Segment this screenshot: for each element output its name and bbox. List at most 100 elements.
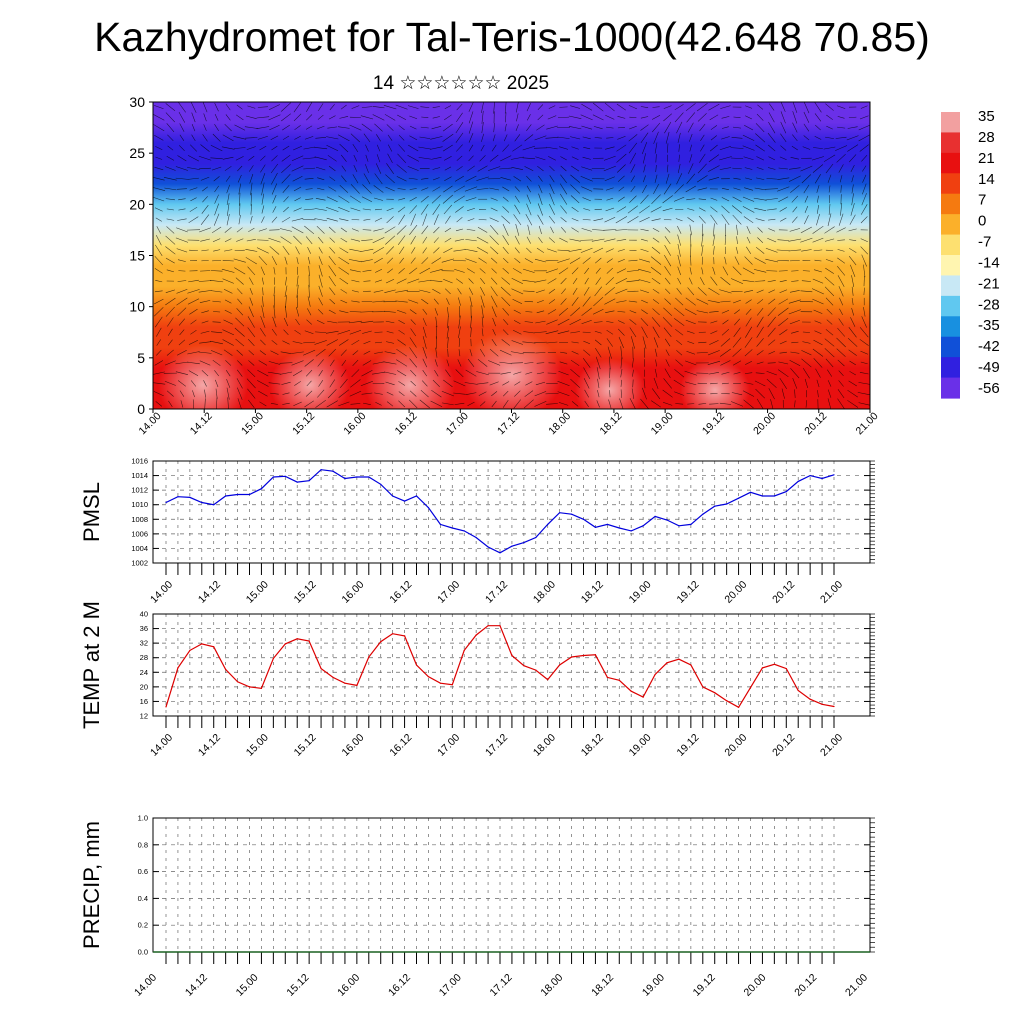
data-point <box>833 474 835 476</box>
wind-vector <box>154 268 163 274</box>
wind-vector <box>606 329 614 335</box>
wind-vector <box>583 378 590 389</box>
wind-vector <box>270 350 279 355</box>
wind-vector <box>571 165 580 172</box>
wind-vector <box>248 227 255 233</box>
wind-vector <box>233 136 247 140</box>
wind-vector <box>187 298 200 305</box>
wind-vector <box>200 144 210 152</box>
wind-vector <box>236 238 244 242</box>
wind-vector <box>260 339 266 346</box>
wind-vector <box>756 289 764 293</box>
wind-vector <box>712 234 716 246</box>
wind-vector <box>778 317 789 327</box>
wind-vector <box>420 204 429 215</box>
wind-vector <box>156 339 162 346</box>
wind-vector <box>398 400 406 408</box>
wind-vector <box>375 163 382 174</box>
wind-vector <box>456 112 463 123</box>
wind-vector <box>755 388 765 399</box>
x-tick-label: 16.00 <box>341 410 368 437</box>
legend-label: 14 <box>978 171 995 188</box>
wind-vector <box>696 175 708 183</box>
wind-vector <box>465 197 477 202</box>
wind-vector <box>236 288 243 295</box>
wind-vector <box>698 215 706 224</box>
wind-vector <box>799 301 813 303</box>
wind-vector <box>384 351 396 355</box>
wind-vector <box>615 216 628 224</box>
wind-vector <box>303 349 316 356</box>
legend-swatch <box>941 275 960 297</box>
wind-vector <box>500 371 511 375</box>
wind-vector <box>824 226 835 234</box>
wind-vector <box>642 153 646 164</box>
wind-vector <box>778 298 789 305</box>
wind-vector <box>780 102 786 112</box>
wind-vector <box>606 258 613 263</box>
wind-vector <box>192 390 195 398</box>
wind-vector <box>318 309 324 315</box>
wind-vector <box>292 370 303 377</box>
data-point <box>380 641 382 643</box>
wind-vector <box>294 381 301 386</box>
wind-vector <box>305 125 313 130</box>
wind-vector <box>340 349 347 356</box>
wind-vector <box>746 225 751 234</box>
wind-vector <box>514 186 520 192</box>
x-tick-label: 18.12 <box>597 410 624 437</box>
wind-vector <box>801 358 812 368</box>
wind-vector <box>165 289 175 293</box>
wind-vector <box>863 307 866 317</box>
wind-vector <box>225 175 231 182</box>
wind-vector <box>503 134 508 142</box>
wind-vector <box>481 110 484 124</box>
wind-vector <box>339 339 349 346</box>
wind-vector <box>731 392 743 396</box>
wind-vector <box>557 258 570 263</box>
data-point <box>356 476 358 478</box>
data-point <box>749 687 752 689</box>
wind-vector <box>863 264 866 278</box>
wind-vector <box>153 382 166 385</box>
wind-vector <box>642 184 647 194</box>
wind-vector <box>178 111 186 123</box>
wind-vector <box>780 111 786 124</box>
wind-vector <box>476 236 489 244</box>
wind-vector <box>581 125 593 130</box>
wind-vector <box>538 175 543 182</box>
wind-vector <box>362 208 372 211</box>
wind-vector <box>755 372 765 374</box>
data-point <box>821 477 823 480</box>
wind-vector <box>632 358 634 368</box>
wind-vector <box>318 247 323 254</box>
warm-spots <box>158 330 750 409</box>
wind-vector <box>677 266 681 276</box>
x-tick-label: 18.00 <box>546 410 573 437</box>
wind-vector <box>652 326 660 338</box>
wind-vector <box>663 113 672 122</box>
wind-vector <box>179 123 185 132</box>
wind-vector <box>685 297 696 306</box>
wind-vector <box>409 125 417 130</box>
wind-vector <box>410 319 416 325</box>
wind-vector <box>213 311 221 313</box>
wind-vector <box>260 164 266 173</box>
wind-vector <box>202 134 208 142</box>
wind-vector <box>165 103 176 112</box>
wind-vector <box>256 126 270 129</box>
wind-vector <box>615 229 628 231</box>
wind-vector <box>215 379 219 388</box>
wind-vector <box>709 403 719 405</box>
wind-vector <box>536 124 545 131</box>
wind-vector <box>745 115 753 120</box>
wind-vector <box>337 126 350 129</box>
legend-label: 0 <box>978 213 986 230</box>
wind-vector <box>292 175 303 182</box>
x-tick-label: 19.12 <box>674 579 701 606</box>
wind-vector <box>851 286 854 296</box>
wind-vector <box>387 144 393 152</box>
wind-vector <box>248 399 255 408</box>
wind-vector <box>664 244 671 256</box>
